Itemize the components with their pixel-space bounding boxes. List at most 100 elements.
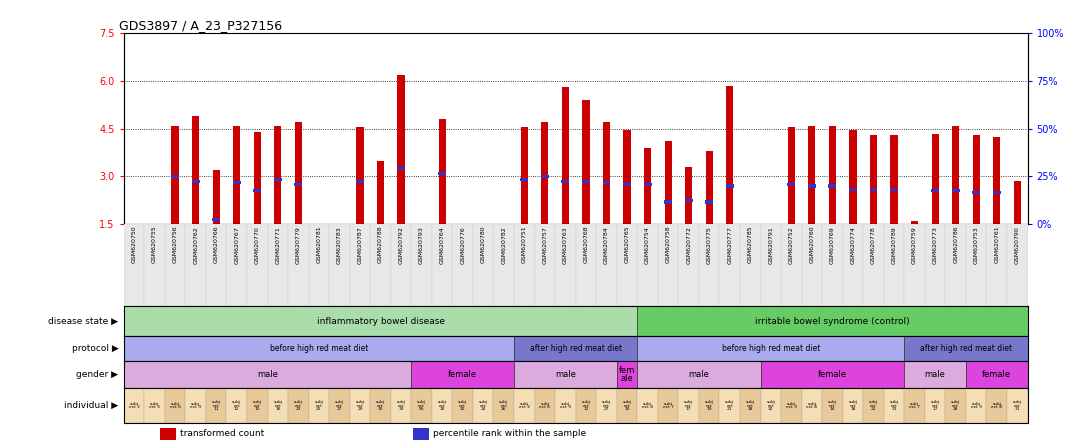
- Text: GSM620756: GSM620756: [172, 226, 178, 263]
- Bar: [411, 224, 431, 306]
- Text: subj
ect
12: subj ect 12: [581, 400, 591, 411]
- Text: subj
ect
21: subj ect 21: [725, 400, 734, 411]
- Bar: [829, 126, 836, 224]
- Bar: [411, 361, 514, 388]
- Text: subj
ect
25: subj ect 25: [314, 400, 324, 411]
- Bar: [1007, 224, 1028, 306]
- Bar: [904, 361, 966, 388]
- Bar: [288, 388, 309, 423]
- Bar: [192, 180, 199, 183]
- Bar: [726, 86, 734, 224]
- Bar: [720, 224, 740, 306]
- Bar: [952, 126, 960, 224]
- Bar: [431, 388, 452, 423]
- Bar: [946, 388, 966, 423]
- Bar: [802, 388, 822, 423]
- Text: subj
ect 9: subj ect 9: [560, 402, 571, 409]
- Text: subj
ect
11: subj ect 11: [212, 400, 221, 411]
- Text: subj
ect 6: subj ect 6: [170, 402, 181, 409]
- Text: GSM620783: GSM620783: [337, 226, 342, 264]
- Text: GSM620788: GSM620788: [378, 226, 383, 263]
- Bar: [185, 388, 206, 423]
- Bar: [562, 87, 569, 224]
- Text: subj
ect
30: subj ect 30: [376, 400, 385, 411]
- Bar: [226, 224, 247, 306]
- Text: GSM620755: GSM620755: [152, 226, 157, 263]
- Text: GSM620753: GSM620753: [974, 226, 979, 264]
- Bar: [603, 123, 610, 224]
- Text: subj
ect 5: subj ect 5: [148, 402, 160, 409]
- Bar: [904, 224, 925, 306]
- Bar: [966, 224, 987, 306]
- Bar: [555, 224, 576, 306]
- Text: transformed count: transformed count: [180, 429, 264, 438]
- Text: subj
ect 3: subj ect 3: [785, 402, 797, 409]
- Text: GSM620792: GSM620792: [398, 226, 404, 264]
- Text: GSM620782: GSM620782: [501, 226, 507, 264]
- Bar: [883, 388, 904, 423]
- Text: GSM620780: GSM620780: [481, 226, 485, 263]
- Bar: [849, 188, 856, 191]
- Bar: [761, 361, 904, 388]
- Bar: [452, 388, 473, 423]
- Bar: [1014, 181, 1021, 224]
- Bar: [541, 175, 549, 178]
- Bar: [397, 75, 405, 224]
- Text: subj
ect
16: subj ect 16: [273, 400, 282, 411]
- Text: after high red meat diet: after high red meat diet: [529, 344, 622, 353]
- Text: GSM620757: GSM620757: [542, 226, 548, 264]
- Bar: [596, 224, 617, 306]
- Bar: [192, 116, 199, 224]
- Text: subj
ect
17: subj ect 17: [931, 400, 939, 411]
- Text: GSM620752: GSM620752: [789, 226, 794, 264]
- Text: GSM620761: GSM620761: [994, 226, 1000, 263]
- Text: GSM620781: GSM620781: [316, 226, 322, 263]
- Text: disease state ▶: disease state ▶: [48, 317, 118, 325]
- Text: before high red meat diet: before high red meat diet: [722, 344, 820, 353]
- Bar: [247, 388, 268, 423]
- Bar: [165, 224, 185, 306]
- Bar: [952, 189, 960, 192]
- Bar: [869, 135, 877, 224]
- Bar: [623, 131, 631, 224]
- Bar: [521, 127, 528, 224]
- Bar: [541, 123, 549, 224]
- Bar: [288, 224, 309, 306]
- Bar: [494, 388, 514, 423]
- Bar: [904, 388, 925, 423]
- Text: GSM620778: GSM620778: [870, 226, 876, 264]
- Text: GSM620789: GSM620789: [892, 226, 896, 264]
- Bar: [617, 388, 637, 423]
- Text: subj
ect
23: subj ect 23: [294, 400, 302, 411]
- Text: subj
ect
22: subj ect 22: [869, 400, 878, 411]
- Bar: [808, 126, 816, 224]
- Text: subj
ect
10: subj ect 10: [438, 400, 447, 411]
- Bar: [452, 224, 473, 306]
- Bar: [637, 306, 1028, 336]
- Text: subj
ect
26: subj ect 26: [499, 400, 508, 411]
- Text: female: female: [448, 370, 478, 379]
- Bar: [883, 224, 904, 306]
- Text: GSM620750: GSM620750: [131, 226, 137, 263]
- Bar: [514, 361, 617, 388]
- Bar: [802, 224, 822, 306]
- Bar: [473, 388, 494, 423]
- Text: subj
ect 7: subj ect 7: [663, 402, 674, 409]
- Bar: [1007, 388, 1028, 423]
- Bar: [822, 388, 843, 423]
- Text: female: female: [982, 370, 1011, 379]
- Bar: [391, 224, 411, 306]
- Text: GSM620775: GSM620775: [707, 226, 711, 264]
- Text: GSM620764: GSM620764: [440, 226, 444, 264]
- Bar: [637, 336, 904, 361]
- Bar: [637, 224, 657, 306]
- Bar: [863, 388, 883, 423]
- Text: GSM620771: GSM620771: [275, 226, 281, 264]
- Text: female: female: [818, 370, 847, 379]
- Bar: [617, 361, 637, 388]
- Bar: [932, 134, 938, 224]
- Bar: [473, 224, 494, 306]
- Bar: [869, 188, 877, 191]
- Text: subj
ect
28: subj ect 28: [951, 400, 960, 411]
- Bar: [124, 306, 637, 336]
